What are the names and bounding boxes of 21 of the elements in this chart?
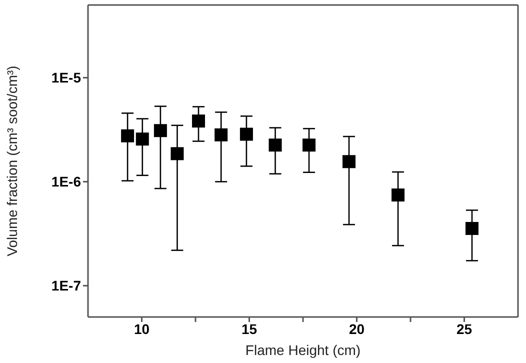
x-tick-label: 10: [134, 320, 150, 337]
y-tick-label: 1E-7: [51, 278, 82, 294]
point: [136, 132, 149, 146]
point: [302, 138, 316, 152]
point: [392, 188, 405, 202]
point: [465, 222, 478, 235]
x-tick-label: 15: [241, 320, 258, 337]
point: [342, 155, 356, 168]
y-axis-title: Volume fraction (cm³ soot/cm³): [4, 66, 20, 256]
point: [121, 129, 134, 142]
x-tick-label: 20: [348, 320, 365, 337]
x-axis-title: Flame Height (cm): [245, 342, 361, 358]
x-tick-label: 25: [456, 320, 472, 337]
y-tick-label: 1E-6: [51, 174, 82, 190]
point: [192, 114, 206, 128]
point: [214, 128, 228, 142]
y-tick-label: 1E-5: [51, 70, 82, 86]
point: [268, 138, 282, 152]
point: [154, 124, 167, 138]
point: [170, 147, 184, 160]
point: [240, 128, 253, 141]
